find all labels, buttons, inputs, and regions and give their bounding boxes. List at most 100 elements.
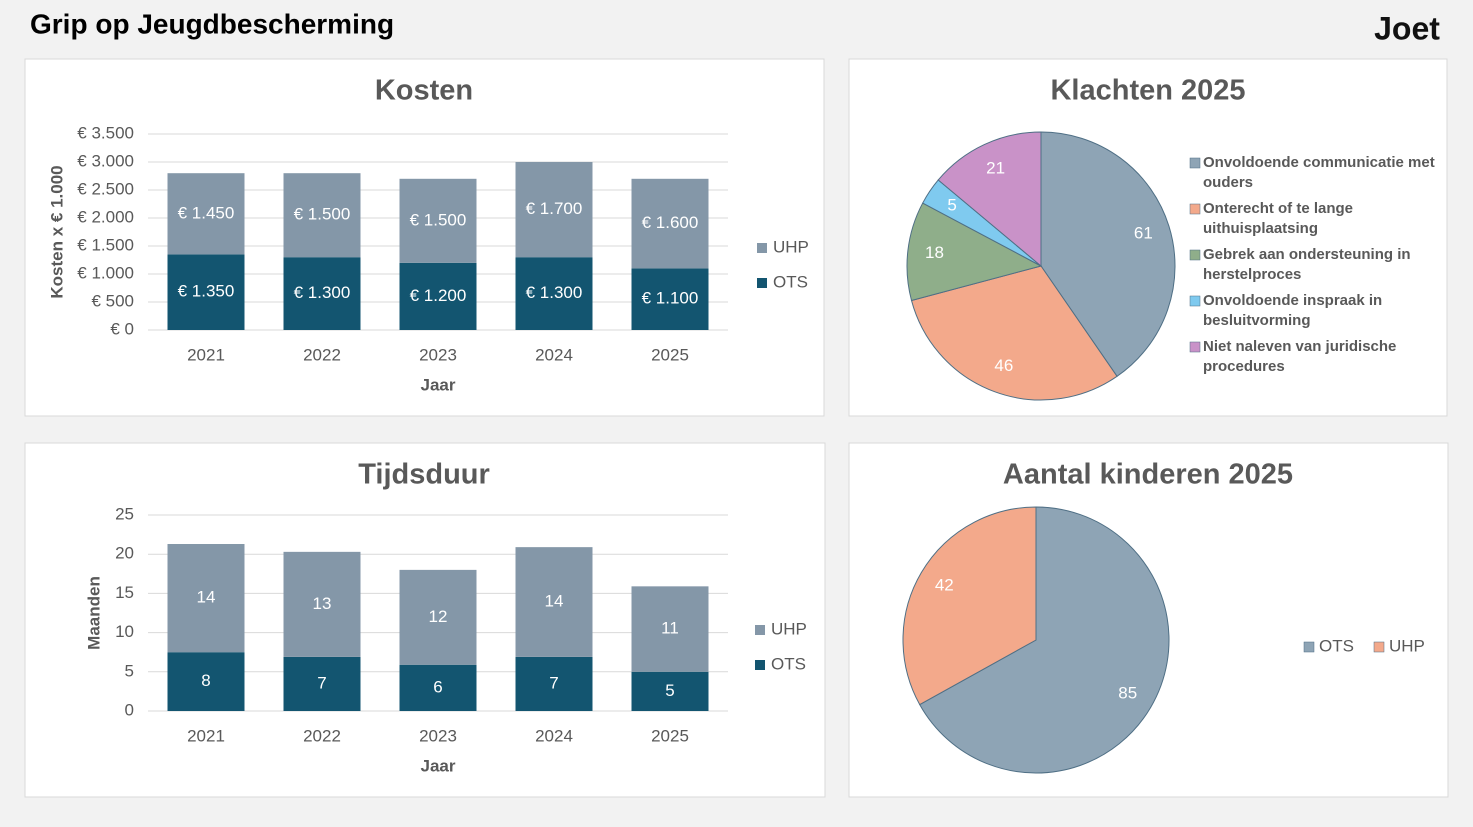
legend-swatch	[1373, 641, 1385, 653]
data-label: € 1.700	[526, 199, 583, 218]
chart-title: Klachten 2025	[1050, 75, 1245, 107]
data-label: € 1.600	[642, 213, 699, 232]
legend-item: Niet naleven van juridische procedures	[1203, 338, 1397, 375]
data-label: € 1.200	[410, 286, 467, 305]
y-tick-label: 0	[125, 700, 134, 719]
y-tick-label: € 1.500	[77, 235, 134, 254]
legend-label: Onvoldoende communicatie met ouders	[1203, 154, 1435, 191]
legend-item: Onterecht of te lange uithuisplaatsing	[1203, 200, 1354, 237]
legend-label: Onvoldoende inspraak in besluitvorming	[1203, 292, 1383, 329]
y-tick-label: € 2.000	[77, 207, 134, 226]
legend-swatch	[1303, 641, 1315, 653]
x-tick-label: 2021	[187, 726, 225, 745]
data-label: 14	[545, 592, 564, 611]
bar-segment	[515, 656, 593, 711]
data-label: 46	[994, 356, 1013, 375]
y-tick-label: 25	[115, 504, 134, 523]
legend-swatch	[1189, 341, 1201, 353]
data-label: 11	[661, 619, 679, 638]
data-label: € 1.500	[410, 210, 467, 229]
y-tick-label: € 0	[110, 319, 134, 338]
pie-slice	[906, 202, 1043, 302]
pie-slice	[902, 506, 1037, 706]
x-tick-label: 2024	[535, 726, 573, 745]
y-tick-label: 5	[125, 661, 134, 680]
legend-label: UHP	[773, 237, 809, 256]
y-tick-label: € 3.000	[77, 151, 134, 170]
data-label: 12	[429, 607, 448, 626]
data-label: 18	[925, 243, 944, 262]
y-tick-label: 15	[115, 583, 134, 602]
bar-segment	[399, 569, 477, 665]
bar-segment	[283, 551, 361, 657]
bar-segment	[515, 547, 593, 657]
x-tick-label: 2024	[535, 345, 573, 364]
bar-segment	[631, 178, 709, 269]
data-label: € 1.450	[178, 203, 235, 222]
legend-swatch	[1189, 203, 1201, 215]
legend-swatch	[757, 243, 767, 253]
data-label: 7	[317, 673, 326, 692]
y-tick-label: € 3.500	[77, 123, 134, 142]
legend-label: Onterecht of te lange uithuisplaatsing	[1203, 200, 1354, 237]
legend-swatch	[1189, 249, 1201, 261]
data-label: 8	[201, 671, 210, 690]
legend-label: UHP	[771, 619, 807, 638]
bar-segment	[631, 671, 709, 711]
data-label: € 1.100	[642, 289, 699, 308]
pie-slice	[1040, 131, 1176, 378]
y-tick-label: € 1.000	[77, 263, 134, 282]
y-tick-label: € 500	[91, 291, 134, 310]
bar-segment	[167, 544, 245, 653]
bar-segment	[167, 652, 245, 711]
x-axis-label: Jaar	[421, 375, 456, 394]
legend-label: Niet naleven van juridische procedures	[1203, 338, 1397, 375]
data-label: 5	[947, 196, 956, 215]
y-axis-label: Kosten x € 1.000	[47, 165, 66, 298]
page-title: Grip op Jeugdbescherming	[30, 8, 394, 39]
x-tick-label: 2023	[419, 726, 457, 745]
legend-swatch	[755, 625, 765, 635]
y-tick-label: 10	[115, 622, 134, 641]
y-tick-label: 20	[115, 544, 134, 563]
data-label: 61	[1134, 224, 1153, 243]
data-label: 85	[1118, 683, 1137, 702]
legend-label: OTS	[773, 272, 808, 291]
legend-label: OTS	[1319, 636, 1354, 655]
bar-segment	[283, 173, 361, 258]
y-axis-label: Maanden	[84, 576, 103, 650]
legend-item: Onvoldoende communicatie met ouders	[1203, 154, 1435, 191]
legend-swatch	[755, 660, 765, 670]
legend-item: Onvoldoende inspraak in besluitvorming	[1203, 292, 1383, 329]
data-label: 6	[433, 677, 442, 696]
y-tick-label: € 2.500	[77, 179, 134, 198]
bar-segment	[399, 664, 477, 711]
bar-segment	[631, 586, 709, 672]
legend-swatch	[757, 278, 767, 288]
logo: Joet	[1374, 10, 1440, 46]
data-label: € 1.350	[178, 282, 235, 301]
pie-slice	[937, 131, 1042, 268]
x-tick-label: 2021	[187, 345, 225, 364]
bar-segment	[283, 257, 361, 330]
data-label: € 1.300	[526, 283, 583, 302]
chart-title: Tijdsduur	[358, 459, 490, 491]
data-label: 42	[935, 576, 954, 595]
bar-segment	[515, 257, 593, 330]
data-label: 21	[986, 158, 1005, 177]
legend-swatch	[1189, 157, 1201, 169]
legend-label: UHP	[1389, 636, 1425, 655]
bar-segment	[283, 656, 361, 711]
x-tick-label: 2022	[303, 345, 341, 364]
legend-label: OTS	[771, 654, 806, 673]
pie-slice	[919, 506, 1170, 774]
bar-segment	[167, 254, 245, 330]
data-label: € 1.300	[294, 283, 351, 302]
chart-title: Aantal kinderen 2025	[1003, 459, 1293, 491]
x-tick-label: 2025	[651, 726, 689, 745]
x-tick-label: 2023	[419, 345, 457, 364]
chart-title: Kosten	[375, 75, 473, 107]
bar-segment	[515, 162, 593, 258]
bar-segment	[399, 262, 477, 330]
